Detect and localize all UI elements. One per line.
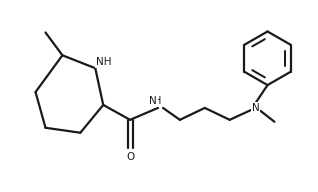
Text: O: O <box>126 151 134 161</box>
Text: NH: NH <box>96 57 112 67</box>
Text: H: H <box>154 96 162 106</box>
Text: N: N <box>252 103 259 113</box>
Text: N: N <box>149 96 157 106</box>
